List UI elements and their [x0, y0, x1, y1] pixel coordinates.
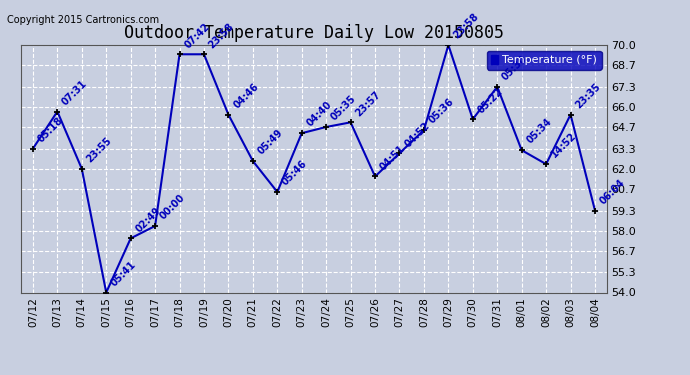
Text: 23:58: 23:58	[207, 21, 236, 50]
Text: 07:42: 07:42	[182, 21, 211, 50]
Text: 05:34: 05:34	[524, 117, 553, 146]
Text: 06:04: 06:04	[598, 177, 627, 206]
Text: 23:58: 23:58	[451, 12, 480, 40]
Text: 23:57: 23:57	[353, 89, 382, 118]
Text: 14:52: 14:52	[549, 131, 578, 160]
Text: 04:40: 04:40	[305, 100, 334, 129]
Text: 04:51: 04:51	[378, 143, 407, 172]
Text: 05:36: 05:36	[427, 97, 456, 126]
Text: 07:31: 07:31	[60, 78, 89, 107]
Text: 05:46: 05:46	[280, 159, 309, 188]
Text: 23:55: 23:55	[85, 135, 114, 164]
Text: 05:49: 05:49	[256, 128, 285, 157]
Text: 05:22: 05:22	[475, 86, 504, 115]
Text: 05:35: 05:35	[329, 94, 358, 123]
Text: 05:41: 05:41	[109, 259, 138, 288]
Text: 23:35: 23:35	[573, 81, 602, 110]
Text: 04:52: 04:52	[402, 120, 431, 149]
Text: 05:30: 05:30	[500, 54, 529, 82]
Text: 00:00: 00:00	[158, 193, 187, 222]
Title: Outdoor Temperature Daily Low 20150805: Outdoor Temperature Daily Low 20150805	[124, 24, 504, 42]
Text: 02:49: 02:49	[134, 205, 163, 234]
Text: 05:18: 05:18	[36, 115, 65, 144]
Text: Copyright 2015 Cartronics.com: Copyright 2015 Cartronics.com	[7, 15, 159, 25]
Text: 04:46: 04:46	[231, 81, 260, 110]
Legend: Temperature (°F): Temperature (°F)	[486, 51, 602, 69]
